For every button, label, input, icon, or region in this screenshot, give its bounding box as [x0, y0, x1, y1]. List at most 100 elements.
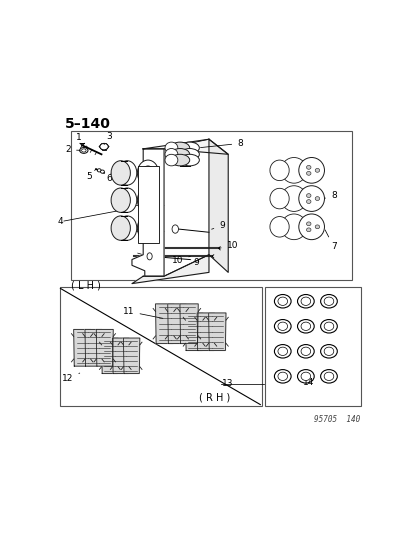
Ellipse shape	[180, 149, 199, 160]
Polygon shape	[102, 338, 118, 374]
Ellipse shape	[314, 168, 319, 172]
Ellipse shape	[323, 297, 333, 305]
Ellipse shape	[306, 200, 310, 204]
Ellipse shape	[277, 297, 287, 305]
Ellipse shape	[298, 185, 324, 212]
Ellipse shape	[180, 142, 199, 154]
Ellipse shape	[137, 187, 158, 213]
Ellipse shape	[165, 154, 178, 166]
Ellipse shape	[323, 347, 333, 356]
Ellipse shape	[116, 174, 120, 177]
Polygon shape	[96, 329, 113, 366]
Ellipse shape	[269, 216, 288, 237]
Ellipse shape	[142, 221, 153, 235]
Text: 5–140: 5–140	[64, 117, 110, 131]
Ellipse shape	[137, 215, 158, 241]
Ellipse shape	[306, 165, 310, 169]
Ellipse shape	[323, 372, 333, 381]
Ellipse shape	[165, 149, 178, 160]
Ellipse shape	[269, 160, 288, 181]
Ellipse shape	[320, 344, 337, 358]
Bar	[71, 131, 351, 280]
Ellipse shape	[117, 216, 136, 240]
Text: 8: 8	[323, 191, 336, 200]
Ellipse shape	[300, 372, 310, 381]
Ellipse shape	[323, 322, 333, 330]
Ellipse shape	[280, 214, 306, 240]
Ellipse shape	[277, 372, 287, 381]
Ellipse shape	[142, 166, 153, 180]
Bar	[59, 287, 261, 406]
Ellipse shape	[314, 197, 319, 200]
Polygon shape	[185, 313, 202, 351]
Text: 95705  140: 95705 140	[313, 415, 359, 424]
Ellipse shape	[320, 320, 337, 333]
Ellipse shape	[170, 154, 189, 166]
Ellipse shape	[274, 369, 290, 383]
Text: 7: 7	[324, 230, 336, 251]
Text: 12: 12	[166, 326, 184, 335]
Ellipse shape	[314, 225, 319, 229]
Text: 5: 5	[87, 171, 97, 181]
Text: 11: 11	[123, 307, 163, 318]
Polygon shape	[123, 338, 140, 374]
Ellipse shape	[297, 295, 313, 308]
Polygon shape	[85, 329, 102, 366]
Ellipse shape	[320, 369, 337, 383]
Ellipse shape	[274, 295, 290, 308]
Ellipse shape	[269, 188, 288, 209]
Ellipse shape	[100, 170, 104, 173]
Text: ( L H ): ( L H )	[71, 280, 101, 290]
Ellipse shape	[320, 295, 337, 308]
Ellipse shape	[300, 322, 310, 330]
Polygon shape	[209, 139, 228, 272]
Ellipse shape	[274, 344, 290, 358]
Ellipse shape	[117, 161, 136, 185]
Ellipse shape	[274, 320, 290, 333]
Bar	[138, 166, 158, 244]
Ellipse shape	[111, 161, 130, 185]
Text: 3: 3	[104, 133, 112, 144]
Ellipse shape	[81, 149, 86, 152]
Ellipse shape	[147, 253, 152, 260]
Ellipse shape	[298, 158, 324, 183]
Polygon shape	[208, 313, 225, 351]
Text: 7: 7	[121, 166, 131, 175]
Ellipse shape	[297, 320, 313, 333]
Polygon shape	[197, 313, 214, 351]
Ellipse shape	[306, 172, 310, 175]
Polygon shape	[132, 255, 209, 284]
Text: 10: 10	[219, 240, 237, 249]
Ellipse shape	[111, 188, 130, 212]
Ellipse shape	[306, 222, 310, 226]
Text: 12: 12	[62, 373, 80, 383]
Ellipse shape	[172, 225, 178, 233]
Polygon shape	[155, 304, 173, 344]
Text: 14: 14	[302, 377, 313, 386]
Bar	[264, 287, 361, 406]
Polygon shape	[143, 139, 228, 154]
Ellipse shape	[297, 369, 313, 383]
Text: 9: 9	[211, 221, 224, 230]
Text: 8: 8	[200, 139, 242, 148]
Ellipse shape	[306, 228, 310, 232]
Polygon shape	[74, 329, 90, 366]
Ellipse shape	[97, 169, 101, 172]
Ellipse shape	[300, 297, 310, 305]
Ellipse shape	[100, 143, 108, 150]
Ellipse shape	[170, 149, 189, 160]
Text: 4: 4	[57, 216, 63, 225]
Ellipse shape	[79, 148, 88, 154]
Polygon shape	[112, 338, 128, 374]
Ellipse shape	[137, 160, 158, 185]
Text: ( R H ): ( R H )	[199, 392, 230, 402]
Polygon shape	[180, 304, 198, 344]
Ellipse shape	[298, 214, 324, 240]
Ellipse shape	[170, 142, 189, 154]
Ellipse shape	[280, 158, 306, 183]
Text: 11: 11	[110, 349, 121, 358]
Polygon shape	[167, 304, 185, 344]
Ellipse shape	[277, 322, 287, 330]
Ellipse shape	[113, 173, 117, 176]
Text: 6: 6	[107, 174, 115, 183]
